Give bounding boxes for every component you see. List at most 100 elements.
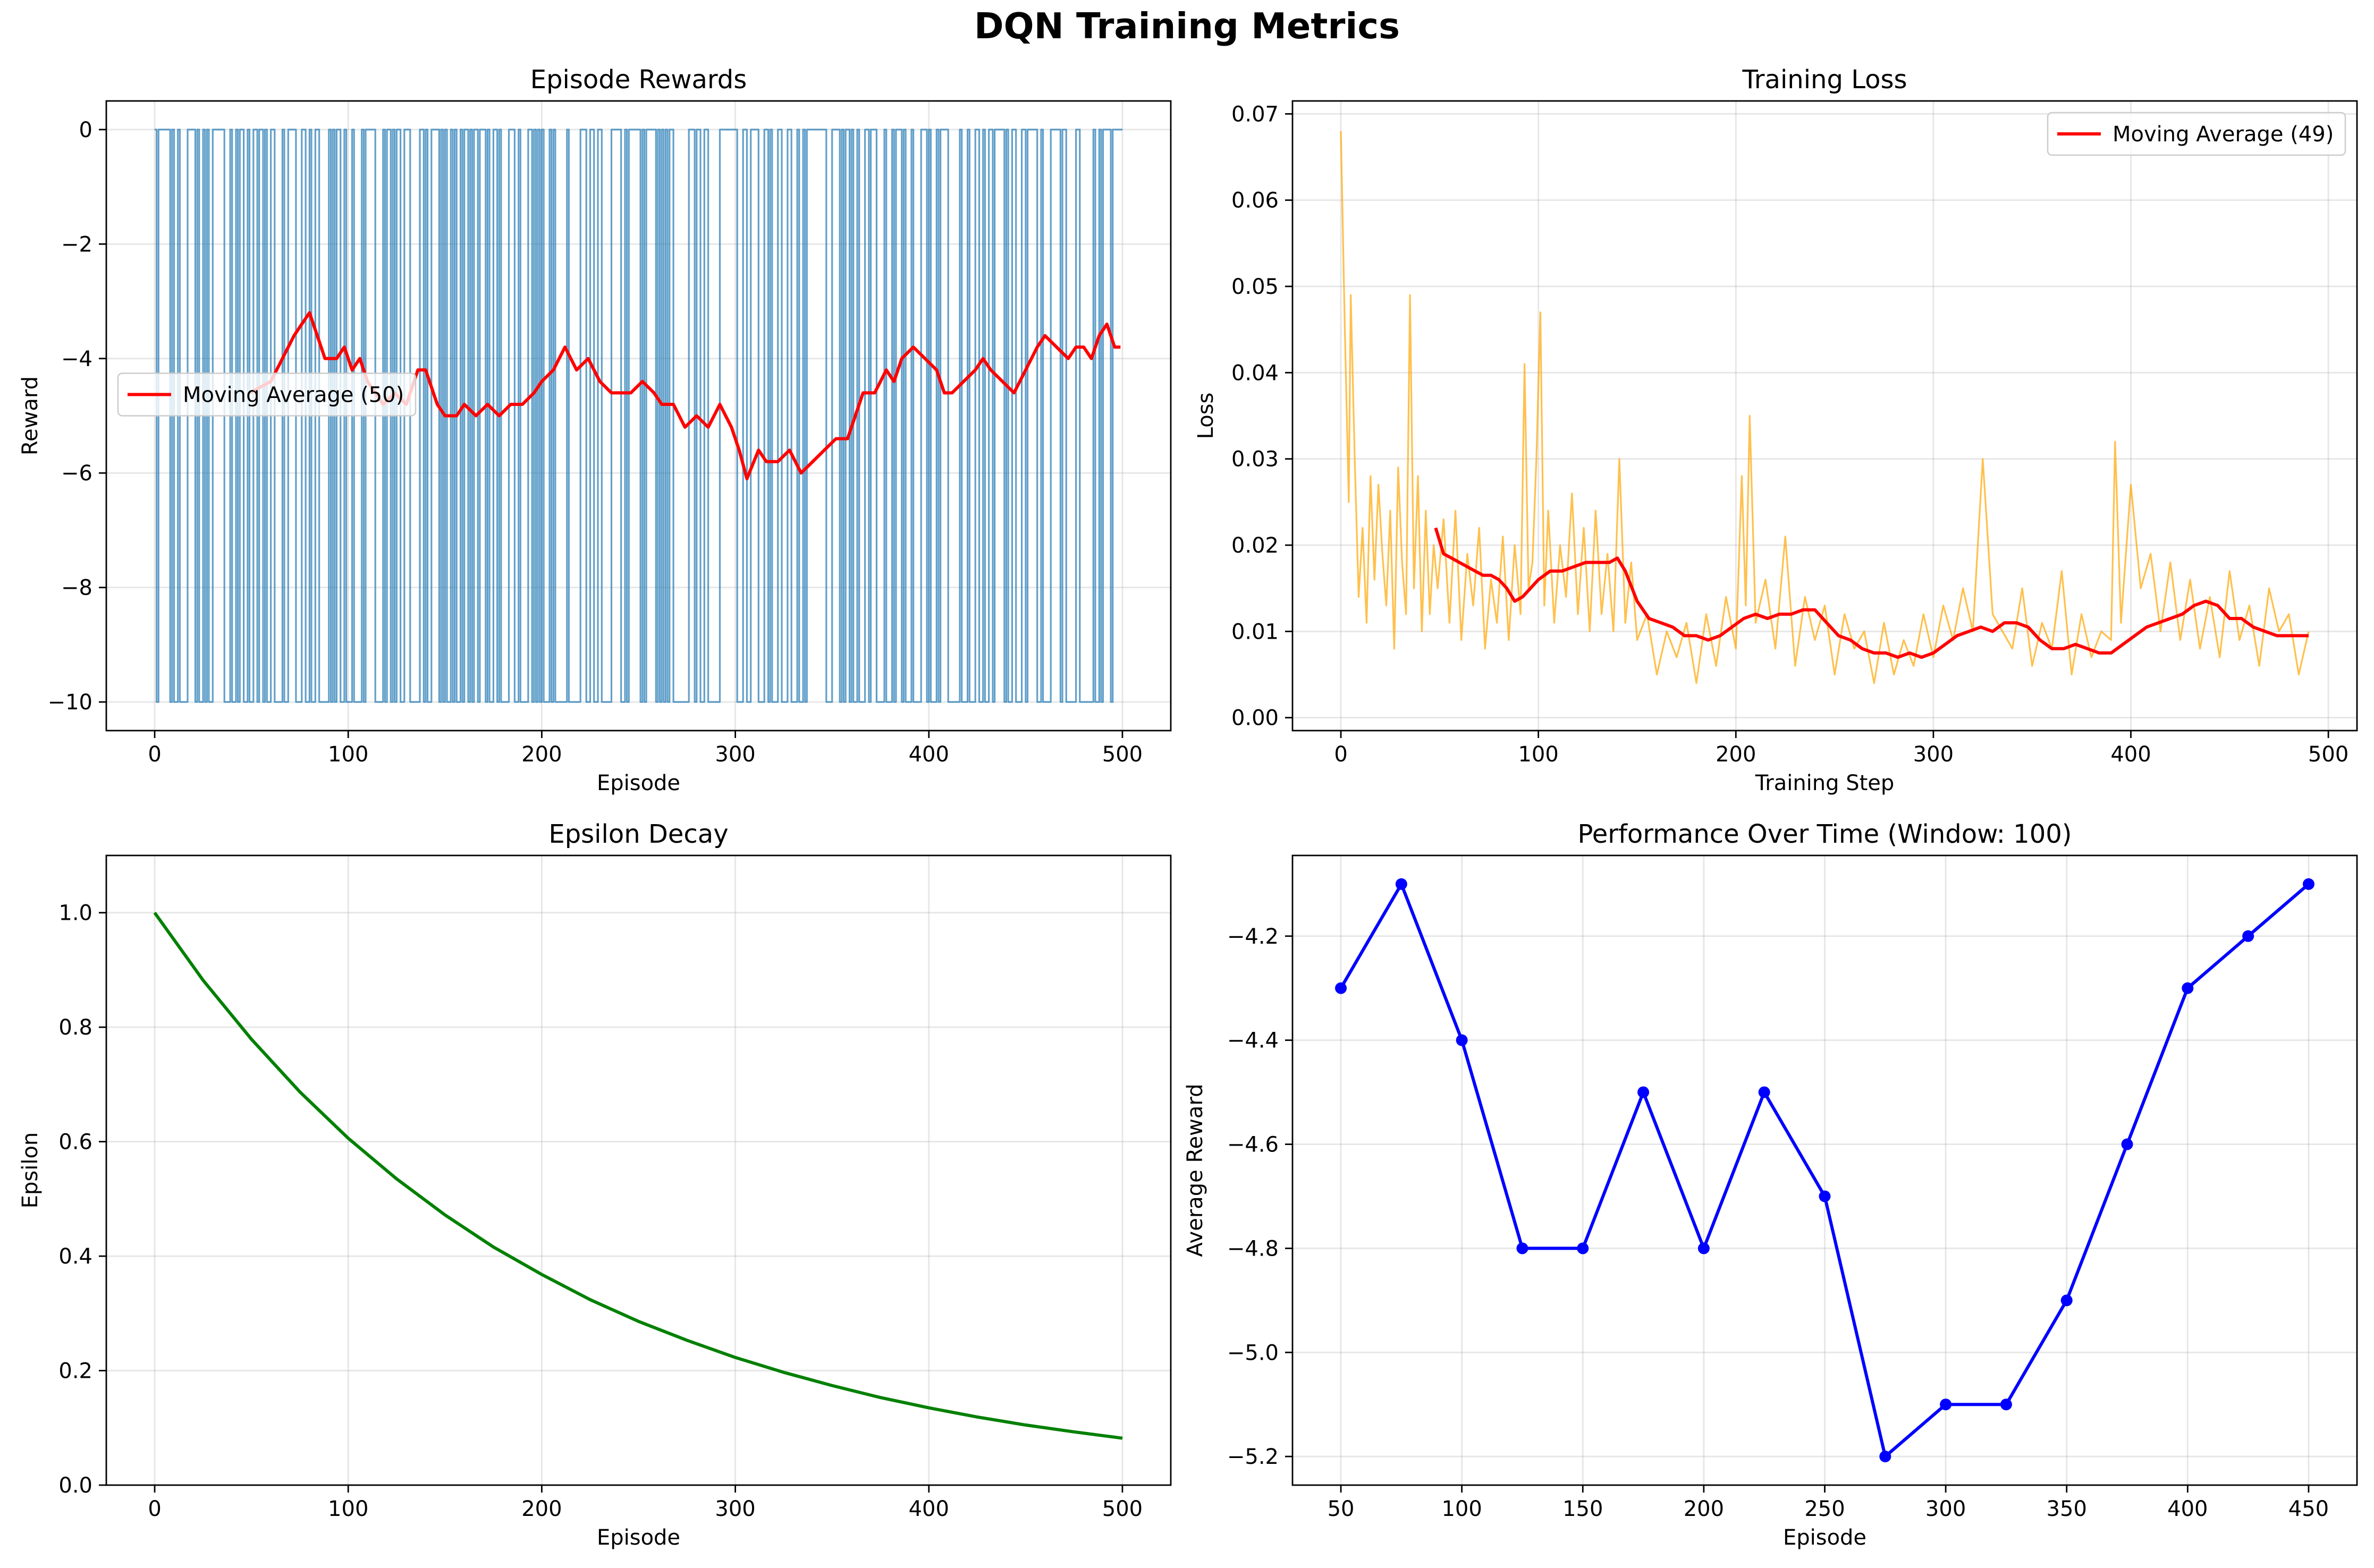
data-point bbox=[1456, 1034, 1468, 1046]
data-point bbox=[1577, 1242, 1589, 1255]
series-group bbox=[153, 911, 1123, 1440]
legend-box bbox=[117, 372, 417, 417]
y-tick-label: 0.06 bbox=[1231, 189, 1279, 213]
x-tick-label: 500 bbox=[1102, 742, 1143, 767]
y-tick-label: 0.6 bbox=[58, 1130, 92, 1155]
y-tick-label: 0.00 bbox=[1231, 706, 1279, 731]
y-tick-label: 0.2 bbox=[58, 1359, 92, 1384]
chart-rewards: 0 100 200 300 400 500 0 −2 −4 −6 −8 −10 Episode Rewa… bbox=[18, 65, 1172, 795]
y-tick-label: −4 bbox=[61, 347, 92, 371]
y-axis-label: Average Reward bbox=[1183, 1084, 1207, 1257]
y-tick-label: 0.07 bbox=[1231, 102, 1279, 126]
series-line-epsilon-0 bbox=[153, 911, 1123, 1440]
x-axis-label: Episode bbox=[597, 1525, 680, 1550]
data-point bbox=[2182, 982, 2194, 994]
data-point bbox=[1819, 1190, 1831, 1202]
legend-label: Moving Average (49) bbox=[2113, 122, 2334, 147]
y-tick-label: −5.0 bbox=[1227, 1341, 1279, 1365]
x-tick-label: 500 bbox=[1102, 1497, 1143, 1521]
chart-title: Episode Rewards bbox=[530, 65, 747, 95]
x-tick-label: 300 bbox=[715, 742, 755, 767]
y-axis-label: Epsilon bbox=[18, 1132, 43, 1209]
legend: Moving Average (49) bbox=[2047, 112, 2346, 156]
y-tick-label: −5.2 bbox=[1227, 1445, 1279, 1469]
y-tick-label: 0.03 bbox=[1231, 447, 1279, 472]
y-tick-label: −4.8 bbox=[1227, 1236, 1279, 1261]
y-tick-label: −2 bbox=[61, 232, 92, 257]
data-point bbox=[2121, 1138, 2133, 1150]
x-tick-label: 200 bbox=[521, 1497, 562, 1521]
chart-title: Training Loss bbox=[1742, 65, 1907, 95]
data-point bbox=[1879, 1451, 1891, 1463]
axes-frame bbox=[105, 100, 1172, 732]
x-tick-label: 50 bbox=[1328, 1497, 1355, 1521]
y-tick-label: 0 bbox=[79, 118, 92, 142]
chart-epsilon: 0 100 200 300 400 500 0.0 0.2 0.4 0.6 0.8 1.0 Epsilo… bbox=[18, 819, 1172, 1550]
y-tick-label: 0.04 bbox=[1231, 361, 1279, 385]
chart-performance: 50 100 150 200 250 300 350 400 450 −4.2 −4.4 −4.6 −4… bbox=[1183, 819, 2358, 1550]
data-point bbox=[1395, 878, 1407, 890]
x-tick-label: 200 bbox=[1716, 742, 1756, 767]
y-tick-label: 0.05 bbox=[1231, 275, 1279, 299]
chart-loss: 0 100 200 300 400 500 0.00 0.01 0.02 0.03 0.04 0.05… bbox=[1194, 65, 2358, 795]
x-tick-label: 200 bbox=[521, 742, 562, 767]
series-line-rewards-0 bbox=[155, 129, 1122, 703]
y-tick-label: −4.6 bbox=[1227, 1133, 1279, 1157]
chart-title: Performance Over Time (Window: 100) bbox=[1578, 819, 2072, 849]
x-tick-label: 450 bbox=[2288, 1497, 2329, 1521]
axes-frame bbox=[1291, 100, 2358, 732]
x-tick-label: 300 bbox=[1913, 742, 1954, 767]
legend: Moving Average (50) bbox=[117, 372, 417, 417]
x-tick-label: 250 bbox=[1804, 1497, 1845, 1521]
data-point bbox=[1516, 1242, 1528, 1255]
series-line-loss-0 bbox=[1340, 131, 2310, 684]
x-tick-label: 200 bbox=[1684, 1497, 1724, 1521]
y-tick-label: 1.0 bbox=[58, 901, 92, 926]
series-group bbox=[1335, 878, 2314, 1463]
x-tick-label: 0 bbox=[1334, 742, 1347, 767]
x-tick-label: 300 bbox=[1925, 1497, 1966, 1521]
y-axis-label: Loss bbox=[1194, 393, 1218, 439]
y-tick-label: −4.2 bbox=[1227, 925, 1279, 949]
x-tick-label: 400 bbox=[909, 742, 949, 767]
x-tick-label: 350 bbox=[2047, 1497, 2087, 1521]
figure-title: DQN Training Metrics bbox=[974, 5, 1400, 47]
data-point bbox=[1697, 1242, 1710, 1255]
x-axis-label: Episode bbox=[1783, 1525, 1866, 1550]
y-axis-label: Reward bbox=[18, 376, 43, 455]
data-point bbox=[2000, 1399, 2012, 1411]
data-point bbox=[1335, 982, 1347, 994]
x-tick-label: 100 bbox=[1518, 742, 1558, 767]
y-tick-label: 0.01 bbox=[1231, 620, 1279, 644]
y-tick-label: −6 bbox=[61, 461, 92, 486]
y-tick-label: −10 bbox=[48, 690, 92, 715]
series-group bbox=[1340, 131, 2310, 684]
series-line-loss-1 bbox=[1434, 527, 2309, 659]
x-tick-label: 100 bbox=[328, 1497, 368, 1521]
x-tick-label: 100 bbox=[328, 742, 368, 767]
y-tick-label: −4.4 bbox=[1227, 1029, 1279, 1053]
y-tick-label: 0.0 bbox=[58, 1473, 92, 1498]
y-tick-label: 0.8 bbox=[58, 1015, 92, 1040]
x-tick-label: 100 bbox=[1441, 1497, 1482, 1521]
y-tick-label: 0.4 bbox=[58, 1244, 92, 1269]
x-axis-label: Episode bbox=[597, 771, 680, 795]
y-tick-label: 0.02 bbox=[1231, 533, 1279, 558]
axes-frame bbox=[105, 854, 1172, 1486]
x-tick-label: 0 bbox=[148, 742, 161, 767]
data-point bbox=[1758, 1086, 1770, 1098]
x-tick-label: 0 bbox=[148, 1497, 161, 1521]
data-point bbox=[2302, 878, 2314, 890]
x-tick-label: 150 bbox=[1562, 1497, 1603, 1521]
x-axis-label: Training Step bbox=[1755, 771, 1895, 795]
legend-label: Moving Average (50) bbox=[183, 383, 404, 408]
y-tick-label: −8 bbox=[61, 576, 92, 600]
x-tick-label: 500 bbox=[2308, 742, 2348, 767]
data-point bbox=[2242, 930, 2254, 942]
data-point bbox=[1940, 1399, 1952, 1411]
data-point bbox=[1637, 1086, 1650, 1098]
x-tick-label: 300 bbox=[715, 1497, 755, 1521]
x-tick-label: 400 bbox=[909, 1497, 949, 1521]
chart-title: Epsilon Decay bbox=[548, 819, 728, 849]
